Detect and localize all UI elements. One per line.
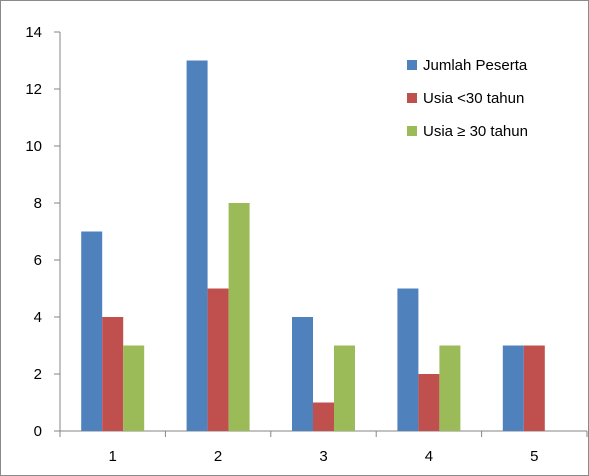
- legend-swatch: [407, 60, 417, 70]
- legend-swatch: [407, 93, 417, 103]
- y-tick-label: 14: [25, 24, 42, 41]
- legend-label: Jumlah Peserta: [423, 57, 528, 74]
- bar: [523, 345, 545, 431]
- bar: [81, 231, 103, 431]
- bar: [292, 317, 313, 431]
- bar: [228, 203, 250, 431]
- y-tick-label: 0: [34, 423, 42, 440]
- bar: [102, 317, 124, 431]
- bar: [397, 288, 419, 431]
- legend: Jumlah Peserta Usia <30 tahun Usia ≥ 30 ta…: [407, 57, 528, 140]
- legend-label: Usia ≥ 30 tahun: [423, 123, 528, 140]
- bar: [207, 288, 229, 431]
- y-tick-label: 4: [34, 309, 42, 326]
- y-axis: 0 2 4 6 8 10 12 14: [25, 24, 61, 440]
- legend-swatch: [407, 126, 417, 136]
- bar: [186, 60, 208, 431]
- y-tick-label: 6: [34, 252, 42, 269]
- bars: [81, 60, 545, 431]
- y-tick-label: 10: [25, 138, 42, 155]
- bar: [439, 345, 461, 431]
- x-tick-label: 2: [214, 448, 222, 465]
- bar: [418, 374, 440, 431]
- bar: [313, 402, 334, 431]
- bar: [502, 345, 524, 431]
- bar: [334, 345, 355, 431]
- x-tick-label: 1: [109, 448, 117, 465]
- y-tick-label: 8: [34, 195, 42, 212]
- x-tick-label: 3: [319, 448, 327, 465]
- y-tick-label: 2: [34, 366, 42, 383]
- x-tick-label: 4: [425, 448, 433, 465]
- legend-label: Usia <30 tahun: [423, 90, 524, 107]
- y-tick-label: 12: [25, 81, 42, 98]
- x-axis: 1 2 3 4 5: [59, 430, 588, 465]
- bar: [123, 345, 145, 431]
- x-tick-label: 5: [530, 448, 538, 465]
